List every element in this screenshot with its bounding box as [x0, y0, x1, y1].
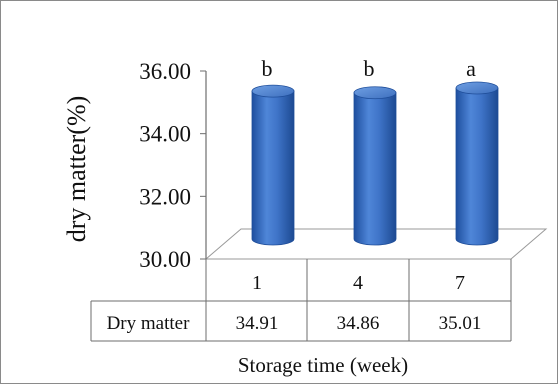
significance-letter: b [364, 56, 375, 81]
bar-top [251, 84, 295, 98]
significance-letter: b [262, 56, 273, 81]
bar [251, 84, 295, 246]
bar-body [353, 92, 397, 246]
table-value: 34.86 [337, 313, 380, 334]
bar-body [251, 90, 295, 246]
table-value: 34.91 [236, 313, 279, 334]
bar-body [455, 87, 499, 246]
y-tick-label: 32.00 [139, 184, 191, 209]
category-label: 7 [455, 272, 465, 294]
y-tick-label: 34.00 [139, 122, 191, 147]
data-table: 1 4 7 Dry matter 34.91 34.86 35.01 [90, 259, 512, 342]
category-label: 4 [353, 272, 363, 294]
bar-top [455, 81, 499, 95]
x-axis-label: Storage time (week) [238, 353, 408, 377]
y-axis-label: dry matter(%) [62, 96, 91, 243]
table-series-name: Dry matter [107, 313, 191, 334]
y-tick-label: 30.00 [139, 247, 191, 272]
significance-letter: a [466, 56, 476, 81]
y-tick-label: 36.00 [139, 59, 191, 84]
bar [455, 81, 499, 246]
y-ticks: 30.00 32.00 34.00 36.00 [139, 59, 206, 272]
bar [353, 86, 397, 246]
bar-top [353, 86, 397, 100]
category-label: 1 [252, 272, 262, 294]
table-value: 35.01 [439, 313, 482, 334]
